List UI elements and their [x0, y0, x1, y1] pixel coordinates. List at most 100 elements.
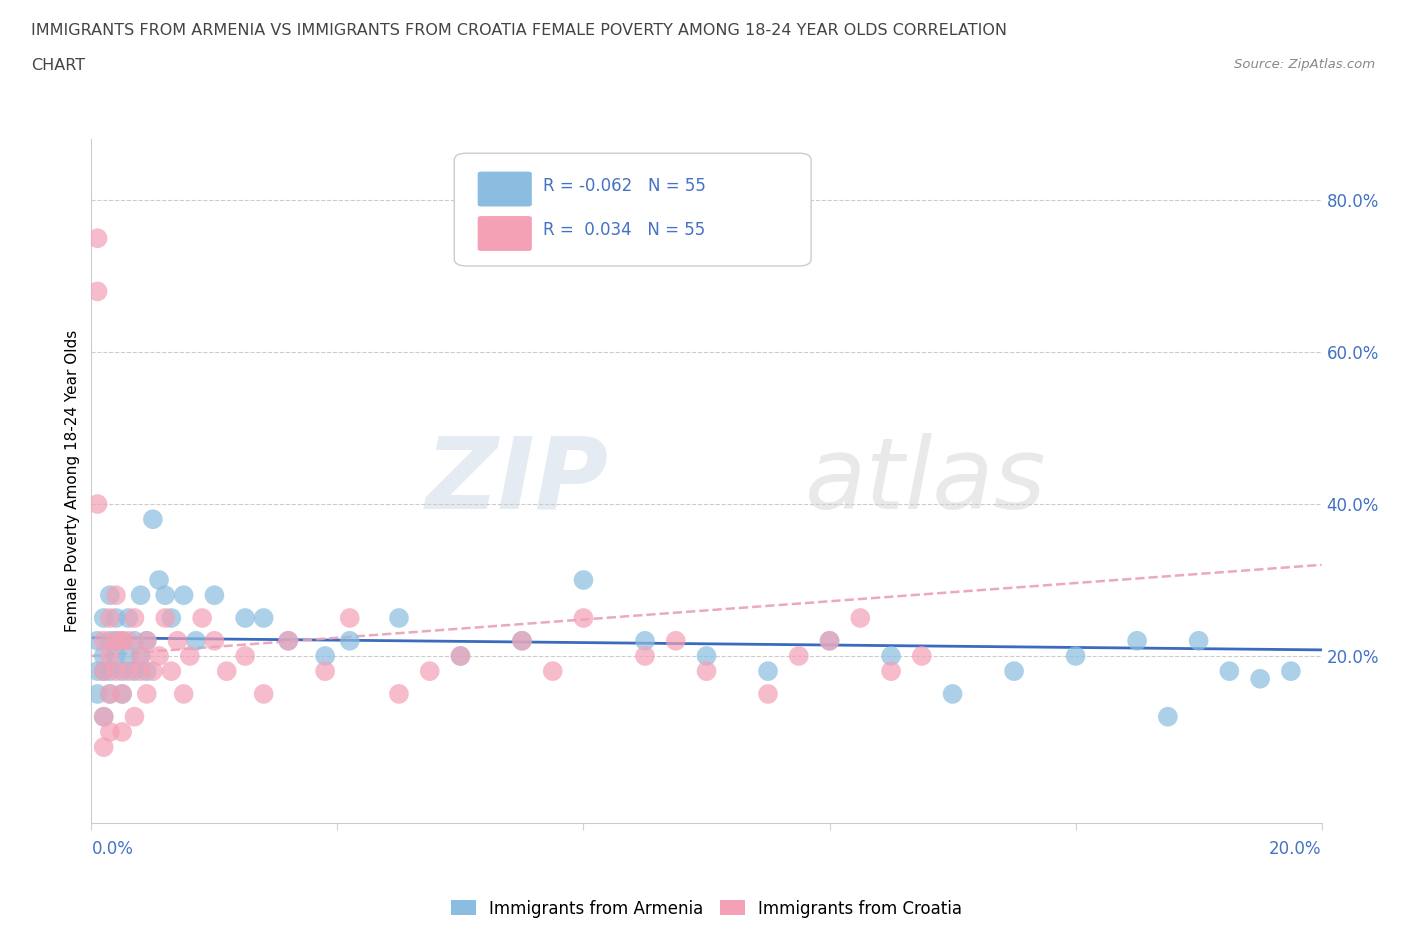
Point: [93, 710, 115, 724]
Point: [111, 633, 134, 648]
Point: [184, 633, 207, 648]
Point: [787, 648, 810, 663]
Point: [129, 648, 152, 663]
Point: [756, 686, 779, 701]
Point: [1218, 664, 1240, 679]
Point: [105, 611, 127, 626]
Point: [86, 664, 108, 679]
Text: ZIP: ZIP: [425, 432, 607, 530]
Text: atlas: atlas: [804, 432, 1046, 530]
Point: [880, 664, 903, 679]
Point: [510, 633, 533, 648]
Point: [98, 611, 121, 626]
FancyBboxPatch shape: [478, 172, 531, 206]
Point: [849, 611, 872, 626]
Point: [98, 724, 121, 739]
Legend: Immigrants from Armenia, Immigrants from Croatia: Immigrants from Armenia, Immigrants from…: [444, 893, 969, 924]
Point: [148, 648, 170, 663]
Point: [314, 648, 336, 663]
Point: [86, 284, 108, 299]
Point: [166, 633, 188, 648]
Point: [173, 686, 195, 701]
Point: [153, 611, 177, 626]
Point: [1126, 633, 1149, 648]
Point: [179, 648, 201, 663]
Point: [86, 231, 108, 246]
Text: CHART: CHART: [31, 58, 84, 73]
Point: [135, 664, 157, 679]
Point: [572, 611, 595, 626]
Point: [129, 648, 152, 663]
Point: [756, 664, 779, 679]
Point: [818, 633, 841, 648]
Point: [634, 633, 657, 648]
Point: [510, 633, 533, 648]
Point: [277, 633, 299, 648]
Point: [105, 664, 127, 679]
Point: [253, 686, 276, 701]
Point: [191, 611, 214, 626]
Point: [388, 686, 411, 701]
Point: [111, 686, 134, 701]
Text: 0.0%: 0.0%: [91, 840, 134, 857]
Point: [142, 664, 165, 679]
Text: IMMIGRANTS FROM ARMENIA VS IMMIGRANTS FROM CROATIA FEMALE POVERTY AMONG 18-24 YE: IMMIGRANTS FROM ARMENIA VS IMMIGRANTS FR…: [31, 23, 1007, 38]
Point: [111, 724, 134, 739]
Point: [818, 633, 841, 648]
Point: [98, 686, 121, 701]
Point: [98, 633, 121, 648]
Point: [634, 648, 657, 663]
Point: [911, 648, 934, 663]
Point: [233, 611, 256, 626]
Point: [215, 664, 238, 679]
Point: [202, 588, 225, 603]
Point: [93, 710, 115, 724]
Point: [117, 664, 139, 679]
Point: [105, 648, 127, 663]
Point: [93, 633, 115, 648]
Point: [1279, 664, 1302, 679]
Point: [98, 686, 121, 701]
Point: [880, 648, 903, 663]
Point: [117, 611, 139, 626]
Point: [148, 573, 170, 588]
Point: [1249, 671, 1271, 686]
Point: [93, 664, 115, 679]
FancyBboxPatch shape: [478, 216, 531, 251]
Point: [253, 611, 276, 626]
Point: [419, 664, 441, 679]
Point: [1064, 648, 1087, 663]
Y-axis label: Female Poverty Among 18-24 Year Olds: Female Poverty Among 18-24 Year Olds: [65, 330, 80, 632]
Point: [388, 611, 411, 626]
Point: [105, 588, 127, 603]
Point: [117, 633, 139, 648]
Text: R = -0.062   N = 55: R = -0.062 N = 55: [543, 177, 706, 195]
Point: [124, 611, 146, 626]
Point: [124, 664, 146, 679]
Point: [696, 648, 718, 663]
Point: [93, 648, 115, 663]
Point: [129, 588, 152, 603]
Point: [160, 664, 183, 679]
Text: 20.0%: 20.0%: [1270, 840, 1322, 857]
Point: [111, 633, 134, 648]
Point: [541, 664, 564, 679]
Point: [117, 648, 139, 663]
Point: [98, 664, 121, 679]
Point: [98, 648, 121, 663]
Point: [173, 588, 195, 603]
Point: [93, 739, 115, 754]
Point: [111, 664, 134, 679]
Point: [86, 497, 108, 512]
Point: [696, 664, 718, 679]
Point: [1187, 633, 1209, 648]
Point: [665, 633, 688, 648]
Point: [93, 611, 115, 626]
Point: [160, 611, 183, 626]
Point: [202, 633, 225, 648]
Point: [93, 664, 115, 679]
Point: [129, 664, 152, 679]
Point: [1002, 664, 1025, 679]
Point: [942, 686, 965, 701]
Point: [153, 588, 177, 603]
